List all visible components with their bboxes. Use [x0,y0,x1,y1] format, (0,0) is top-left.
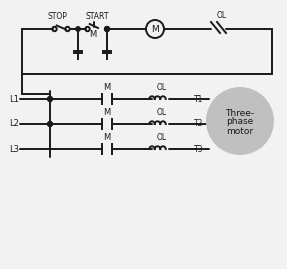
Circle shape [48,122,53,126]
Text: L1: L1 [9,94,19,104]
Circle shape [207,88,273,154]
Text: OL: OL [157,83,167,92]
Text: START: START [85,12,109,21]
Text: phase: phase [226,118,254,126]
Text: OL: OL [157,108,167,117]
Circle shape [48,97,53,101]
Text: T2: T2 [194,119,203,129]
Text: M: M [89,30,96,39]
Circle shape [105,27,109,31]
Text: OL: OL [217,11,227,20]
Text: M: M [103,133,110,142]
Text: Three-: Three- [225,108,255,118]
Text: OL: OL [157,133,167,142]
Text: motor: motor [226,126,253,136]
Text: M: M [151,24,159,34]
Text: L2: L2 [9,119,19,129]
Text: M: M [103,108,110,117]
Text: T3: T3 [193,144,203,154]
Circle shape [76,27,80,31]
Text: T1: T1 [194,94,203,104]
Text: L3: L3 [9,144,19,154]
Text: M: M [103,83,110,92]
Text: STOP: STOP [47,12,67,21]
